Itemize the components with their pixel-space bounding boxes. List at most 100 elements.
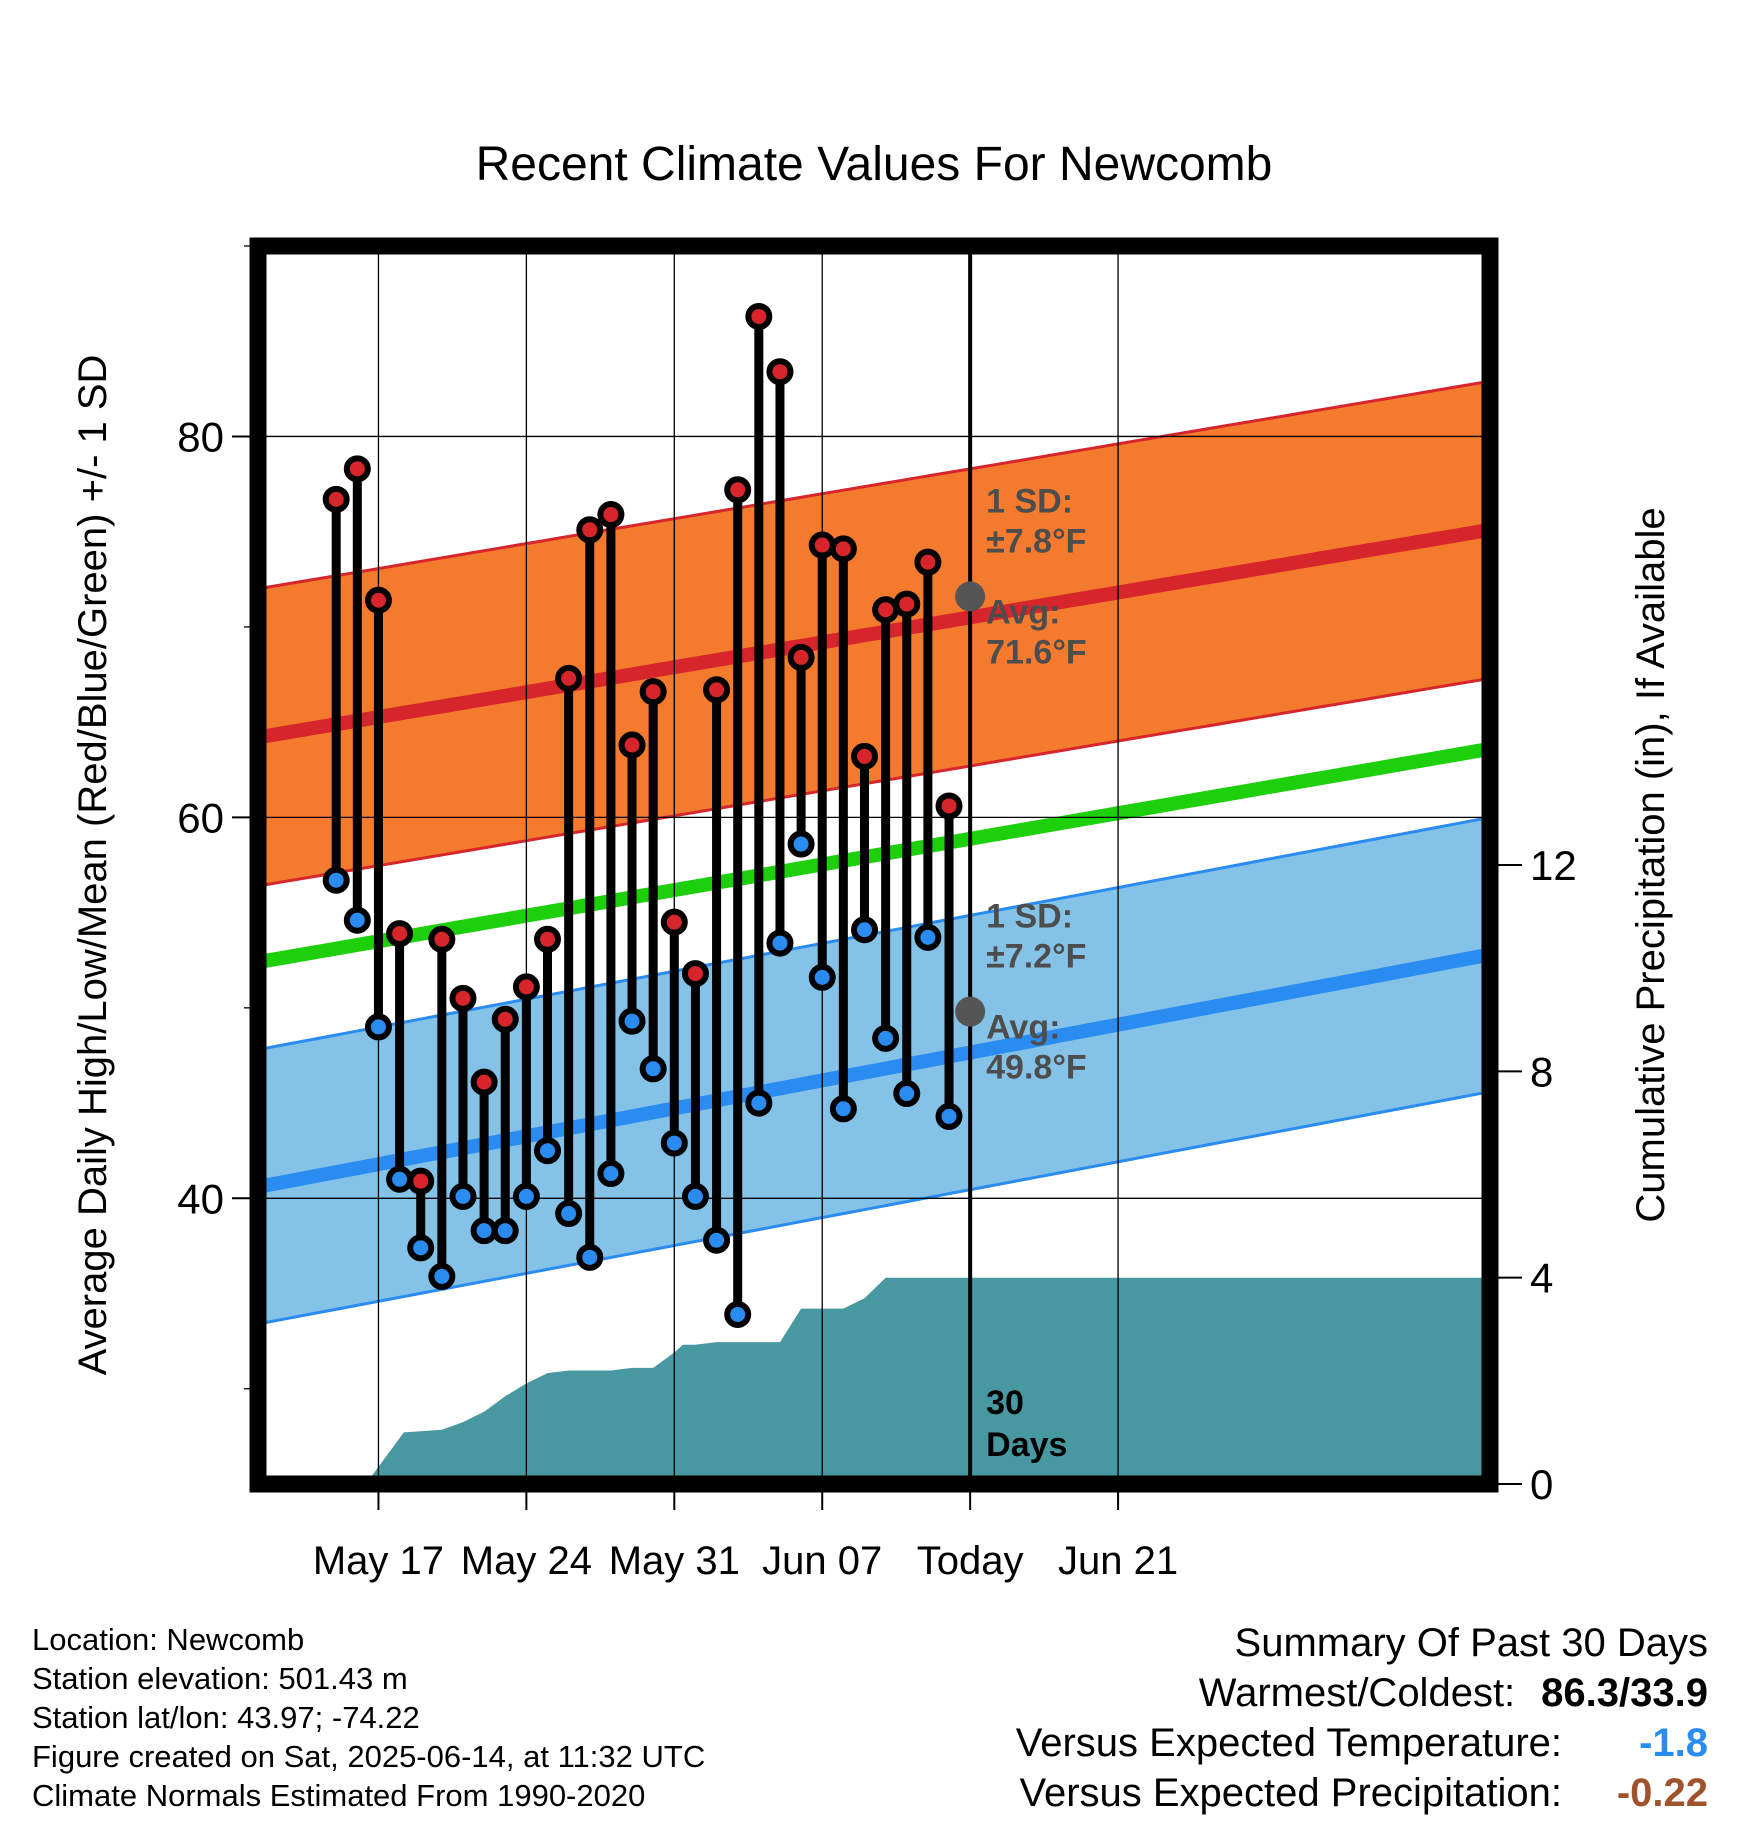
daily-low-point [449,1182,477,1210]
daily-low-point [745,1089,773,1117]
low-avg-value: 49.8°F [986,1049,1087,1087]
daily-high-point [322,485,350,513]
daily-low-point [766,929,794,957]
daily-high-point [703,676,731,704]
daily-low-point [850,916,878,944]
precipitation-label: Versus Expected Precipitation: [1019,1771,1562,1815]
daily-high-point [660,908,688,936]
daily-low-point [386,1165,414,1193]
normal-high-line [258,522,1490,745]
today-normal-low-marker [955,996,986,1027]
daily-low-point [512,1182,540,1210]
warmest-value: 86.3/33.9 [1541,1671,1708,1715]
observed-temperature-sticks [322,302,963,1328]
cumulative-precip-area [258,1277,1490,1484]
high-sd-label: 1 SD: [986,482,1073,520]
x-tick-label: May 31 [609,1539,740,1583]
daily-low-point [808,963,836,991]
daily-low-point [491,1217,519,1245]
precipitation-row: Versus Expected Precipitation: -0.22 [1016,1768,1708,1818]
elevation-text: Station elevation: 501.43 m [32,1661,408,1696]
daily-high-point [618,731,646,759]
x-tick-label: Jun 07 [762,1539,882,1583]
daily-low-point [407,1234,435,1262]
daily-high-point [766,358,794,386]
daily-high-point [534,925,562,953]
daily-low-point [724,1300,752,1328]
daily-high-point [343,455,371,483]
high-sd-value: ±7.8°F [986,522,1086,560]
daily-high-point [364,586,392,614]
daily-low-point [681,1182,709,1210]
daily-high-point [914,548,942,576]
daily-low-point [428,1262,456,1290]
daily-low-point [914,923,942,951]
daily-high-point [872,596,900,624]
daily-low-point [555,1200,583,1228]
location-text: Location: Newcomb [32,1622,305,1657]
daily-low-point [787,830,815,858]
summary-panel: Summary Of Past 30 Days Warmest/Coldest:… [1016,1618,1708,1818]
normals-text: Climate Normals Estimated From 1990-2020 [32,1778,646,1813]
high-avg-label: Avg: [986,593,1060,631]
y-tick-label: 40 [177,1175,224,1222]
daily-low-point [576,1243,604,1271]
daily-high-point [745,302,773,330]
daily-high-point [491,1005,519,1033]
precipitation-value: -0.22 [1616,1771,1708,1815]
daily-low-point [829,1095,857,1123]
daily-high-point [893,590,921,618]
daily-low-point [660,1129,688,1157]
y-tick-label: 60 [177,794,224,841]
daily-low-point [872,1024,900,1052]
daily-low-point [597,1160,625,1188]
low-band-lower-edge [258,1090,1490,1326]
daily-high-point [449,984,477,1012]
daily-low-point [470,1217,498,1245]
high-band-upper-edge [258,379,1490,591]
daily-low-point [618,1007,646,1035]
today-normal-high-marker [955,581,986,612]
daily-high-point [576,516,604,544]
y2-tick-label: 0 [1530,1461,1553,1508]
y2-tick-label: 12 [1530,842,1577,889]
y-tick-label: 80 [177,413,224,460]
daily-high-point [597,501,625,529]
daily-low-point [935,1102,963,1130]
days-count-label: 30 [986,1384,1024,1422]
y2-axis-label: Cumulative Precipitation (in), If Availa… [1629,507,1673,1222]
daily-low-point [534,1137,562,1165]
temperature-value: -1.8 [1639,1721,1708,1765]
daily-high-point [512,973,540,1001]
low-sd-label: 1 SD: [986,898,1073,936]
daily-high-point [470,1068,498,1096]
daily-low-point [893,1080,921,1108]
summary-title: Summary Of Past 30 Days [1234,1621,1708,1665]
warmest-row: Warmest/Coldest: 86.3/33.9 [1016,1668,1708,1718]
created-text: Figure created on Sat, 2025-06-14, at 11… [32,1739,706,1774]
daily-high-point [639,678,667,706]
daily-high-point [386,920,414,948]
daily-high-point [555,664,583,692]
temperature-label: Versus Expected Temperature: [1015,1721,1562,1765]
chart-title: Recent Climate Values For Newcomb [476,138,1273,191]
high-band-lower-edge [258,676,1490,888]
daily-high-point [829,535,857,563]
high-avg-value: 71.6°F [986,633,1087,671]
low-sd-value: ±7.2°F [986,938,1086,976]
daily-low-point [364,1013,392,1041]
daily-low-point [639,1055,667,1083]
daily-high-point [407,1167,435,1195]
y-axis-label: Average Daily High/Low/Mean (Red/Blue/Gr… [71,355,115,1376]
x-tick-label: Jun 21 [1058,1539,1178,1583]
temperature-row: Versus Expected Temperature: -1.8 [1016,1718,1708,1768]
normal-mean-line [258,741,1490,969]
warmest-label: Warmest/Coldest: [1198,1671,1516,1715]
daily-low-point [703,1226,731,1254]
latlon-text: Station lat/lon: 43.97; -74.22 [32,1700,420,1735]
x-tick-label: Today [917,1539,1024,1583]
y2-tick-label: 4 [1530,1255,1553,1302]
daily-high-point [681,960,709,988]
